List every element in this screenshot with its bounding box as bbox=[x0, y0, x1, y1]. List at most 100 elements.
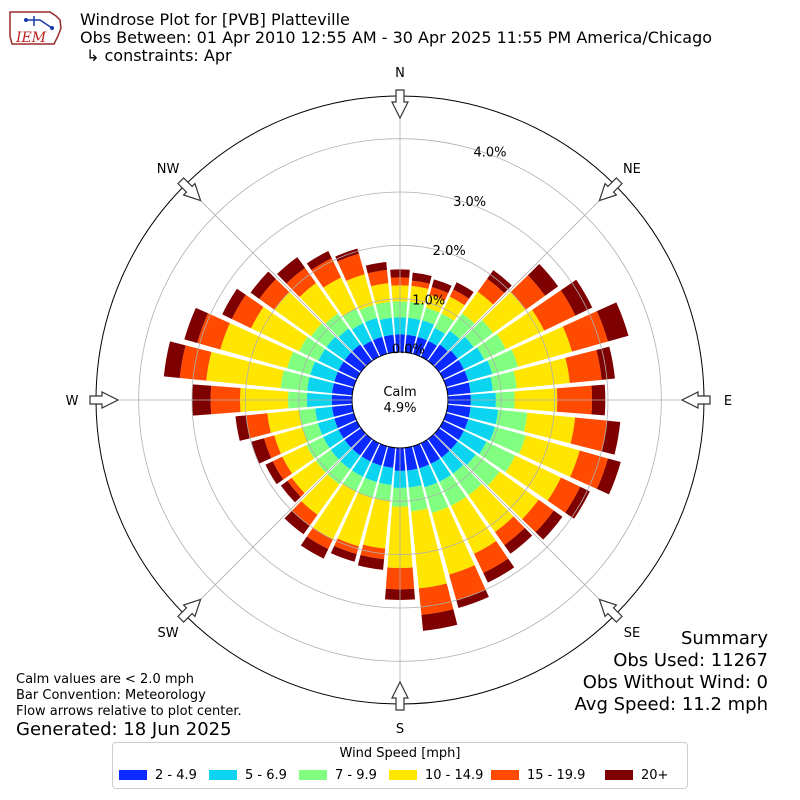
bar-dir130-bin1 bbox=[450, 441, 476, 466]
bar-dir40-bin3 bbox=[462, 291, 494, 324]
bar-dir40-bin1 bbox=[439, 330, 460, 352]
bar-dir310-bin5 bbox=[250, 271, 276, 299]
bar-dir150-bin3 bbox=[450, 496, 497, 554]
legend-item-4: 15 - 19.9 bbox=[491, 768, 585, 783]
bar-dir290-bin4 bbox=[197, 313, 230, 350]
bar-dir50-bin5 bbox=[527, 264, 559, 296]
bar-dir20-bin1 bbox=[417, 320, 435, 341]
bar-dir30-bin5 bbox=[453, 282, 474, 299]
bar-dir340-bin1 bbox=[364, 317, 383, 341]
bar-dir80-bin2 bbox=[490, 371, 517, 391]
legend-label: 2 - 4.9 bbox=[155, 768, 197, 783]
bar-dir330-bin5 bbox=[306, 251, 332, 271]
bar-dir10-bin2 bbox=[408, 301, 425, 320]
bar-dir170-bin4 bbox=[418, 583, 454, 615]
radial-tick-3: 3.0% bbox=[453, 195, 486, 210]
bar-dir250-bin1 bbox=[317, 418, 338, 436]
spoke-3 bbox=[433, 433, 616, 616]
bar-dir220-bin3 bbox=[301, 474, 340, 515]
bar-dir310-bin0 bbox=[344, 352, 366, 372]
legend-swatch bbox=[491, 770, 519, 780]
bar-dir330-bin0 bbox=[363, 340, 380, 361]
bar-dir120-bin0 bbox=[439, 420, 464, 440]
compass-W: W bbox=[66, 394, 79, 409]
bar-dir200-bin3 bbox=[337, 492, 373, 547]
windrose-bars bbox=[163, 248, 629, 631]
bar-dir220-bin5 bbox=[284, 510, 310, 535]
radial-tick-2: 2.0% bbox=[433, 244, 466, 259]
bar-dir200-bin1 bbox=[364, 462, 382, 483]
bar-dir210-bin2 bbox=[342, 470, 363, 492]
bar-dir70-bin5 bbox=[596, 302, 629, 342]
bar-dir310-bin4 bbox=[259, 278, 290, 310]
bar-dir170-bin3 bbox=[411, 508, 447, 589]
bar-dir150-bin2 bbox=[439, 474, 467, 506]
bar-dir130-bin0 bbox=[434, 428, 458, 450]
bar-dir140-bin3 bbox=[468, 483, 514, 533]
legend-item-2: 7 - 9.9 bbox=[299, 768, 377, 783]
bar-dir240-bin4 bbox=[272, 456, 293, 480]
bar-dir30-bin0 bbox=[420, 340, 437, 361]
bar-dir330-bin2 bbox=[342, 308, 363, 330]
bar-dir300-bin2 bbox=[299, 336, 326, 361]
bar-dir240-bin0 bbox=[338, 420, 361, 439]
bar-dir200-bin2 bbox=[358, 477, 377, 498]
bar-dir160-bin2 bbox=[424, 482, 449, 513]
generated-date: Generated: 18 Jun 2025 bbox=[16, 719, 232, 740]
bar-dir130-bin3 bbox=[487, 471, 539, 520]
legend-title: Wind Speed [mph] bbox=[339, 746, 461, 761]
bar-dir220-bin4 bbox=[291, 501, 318, 526]
bar-dir260-bin3 bbox=[267, 410, 302, 433]
bar-dir150-bin5 bbox=[483, 558, 515, 583]
bar-dir310-bin2 bbox=[311, 323, 336, 348]
legend-item-0: 2 - 4.9 bbox=[119, 768, 197, 783]
bar-dir300-bin0 bbox=[338, 361, 361, 380]
bar-dir210-bin1 bbox=[351, 456, 371, 477]
calm-value: 4.9% bbox=[383, 401, 416, 416]
bar-dir140-bin4 bbox=[494, 516, 525, 546]
bar-dir10-bin4 bbox=[411, 280, 430, 289]
bar-dir170-bin0 bbox=[404, 446, 418, 471]
legend-swatch bbox=[209, 770, 237, 780]
bar-dir140-bin5 bbox=[504, 527, 533, 554]
bar-dir300-bin3 bbox=[251, 306, 308, 352]
bar-dir150-bin1 bbox=[430, 458, 452, 482]
bar-dir60-bin2 bbox=[477, 333, 506, 360]
bar-dir300-bin1 bbox=[318, 348, 344, 371]
summary-obs-without-wind: Obs Without Wind: 0 bbox=[582, 672, 768, 693]
bar-dir20-bin0 bbox=[412, 336, 427, 357]
bar-dir290-bin1 bbox=[310, 361, 338, 382]
bar-dir50-bin1 bbox=[450, 336, 474, 359]
calm-definition: Calm values are < 2.0 mph bbox=[16, 672, 195, 687]
legend: Wind Speed [mph] 2 - 4.9 5 - 6.9 7 - 9.9 10… bbox=[112, 742, 688, 789]
bar-dir20-bin4 bbox=[429, 287, 449, 301]
bar-dir290-bin2 bbox=[287, 351, 315, 375]
bar-dir60-bin1 bbox=[458, 347, 485, 370]
bar-dir350-bin3 bbox=[371, 283, 391, 305]
flow-arrow-2 bbox=[680, 391, 711, 409]
bar-dir210-bin4 bbox=[306, 527, 333, 549]
bar-dir350-bin2 bbox=[375, 301, 392, 320]
bar-dir110-bin0 bbox=[443, 412, 469, 430]
radial-tick-4: 4.0% bbox=[473, 146, 506, 161]
compass-NE: NE bbox=[623, 162, 641, 177]
bar-dir190-bin5 bbox=[357, 555, 385, 570]
bar-dir100-bin4 bbox=[570, 417, 607, 452]
bar-dir230-bin2 bbox=[315, 449, 339, 473]
bar-dir320-bin5 bbox=[277, 257, 306, 284]
bar-dir230-bin5 bbox=[280, 480, 301, 503]
bar-dir140-bin1 bbox=[441, 450, 464, 474]
spoke-1 bbox=[433, 184, 616, 367]
radial-tick-1: 1.0% bbox=[412, 293, 445, 308]
bar-dir250-bin2 bbox=[302, 423, 323, 442]
bar-dir160-bin1 bbox=[419, 464, 438, 488]
bar-dir160-bin4 bbox=[449, 565, 486, 601]
bar-dir230-bin3 bbox=[291, 460, 326, 494]
bar-convention: Bar Convention: Meteorology bbox=[16, 688, 206, 703]
summary-heading: Summary bbox=[681, 628, 768, 649]
bar-dir240-bin2 bbox=[306, 437, 330, 459]
bar-dir40-bin4 bbox=[477, 278, 505, 305]
bar-dir80-bin5 bbox=[596, 346, 615, 380]
bar-dir60-bin0 bbox=[439, 360, 464, 380]
bar-dir30-bin4 bbox=[449, 289, 470, 306]
